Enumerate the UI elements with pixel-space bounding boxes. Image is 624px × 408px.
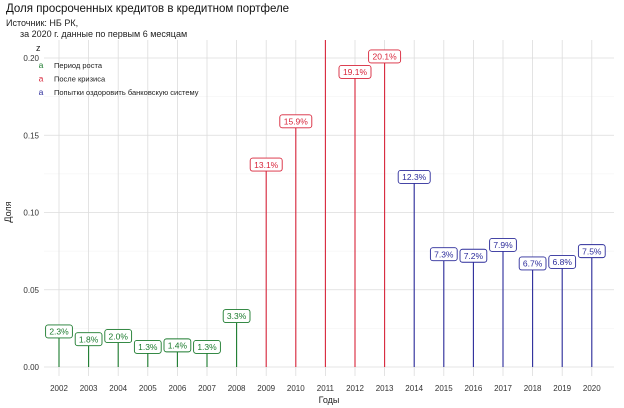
data-label-2005: 1.3% xyxy=(133,339,162,354)
x-tick-label: 2016 xyxy=(465,384,483,393)
label-box xyxy=(249,157,283,172)
label-text: 1.3% xyxy=(138,342,158,352)
label-box xyxy=(193,339,221,354)
data-label-2012: 19.1% xyxy=(338,64,372,79)
label-box xyxy=(489,237,517,252)
label-text: 2.0% xyxy=(109,331,129,341)
y-tick-label: 0.05 xyxy=(23,286,39,295)
data-label-2007: 1.3% xyxy=(193,339,221,354)
label-box xyxy=(368,49,402,64)
data-label-2020: 7.5% xyxy=(577,244,606,259)
label-text: 7.3% xyxy=(434,249,454,259)
subtitle-note: за 2020 г. данные по первым 6 месяцам xyxy=(20,29,188,39)
label-text: 1.4% xyxy=(168,341,188,351)
y-tick-label: 0.15 xyxy=(23,131,39,140)
label-box xyxy=(338,64,372,79)
label-text: 3.3% xyxy=(227,311,247,321)
x-tick-label: 2020 xyxy=(583,384,601,393)
data-label-2018: 6.7% xyxy=(518,256,547,271)
label-text: 15.9% xyxy=(284,117,309,127)
label-box xyxy=(429,247,458,262)
x-tick-label: 2006 xyxy=(169,384,187,393)
y-tick-label: 0.20 xyxy=(23,54,39,63)
label-box xyxy=(518,256,547,271)
x-tick-label: 2007 xyxy=(198,384,216,393)
label-text: 7.5% xyxy=(582,246,602,256)
data-label-2008: 3.3% xyxy=(222,309,251,323)
label-text: 6.7% xyxy=(523,259,543,269)
label-box xyxy=(548,254,577,269)
label-text: 19.1% xyxy=(343,67,368,77)
label-box xyxy=(104,329,133,344)
label-text: 2.3% xyxy=(49,327,69,337)
data-label-2013: 20.1% xyxy=(368,49,402,64)
label-box xyxy=(163,338,192,353)
data-label-2014: 12.3% xyxy=(397,170,431,184)
label-box xyxy=(133,339,162,354)
x-tick-label: 2010 xyxy=(287,384,305,393)
label-text: 12.3% xyxy=(402,172,427,182)
legend-item: a Период роста xyxy=(39,60,103,70)
label-box xyxy=(279,114,313,129)
data-labels: 2.3% 1.8% 2.0% 1.3% 1.4% 1.3% 3.3% 13.1% 15.9% 19… xyxy=(45,49,606,354)
data-label-2004: 2.0% xyxy=(104,329,133,344)
label-box xyxy=(222,309,251,323)
legend-item: a Попытки оздоровить банковскую систему xyxy=(39,87,199,97)
data-label-2019: 6.8% xyxy=(548,254,577,269)
x-tick-label: 2014 xyxy=(405,384,423,393)
data-label-2006: 1.4% xyxy=(163,338,192,353)
subtitle-source: Источник: НБ РК, xyxy=(6,18,79,28)
x-tick-label: 2004 xyxy=(109,384,127,393)
chart-title: Доля просроченных кредитов в кредитном п… xyxy=(6,3,290,15)
axes: 0.00 0.05 0.10 0.15 0.20 2002 2003 2004 2005 2006… xyxy=(3,54,601,405)
y-tick-label: 0.00 xyxy=(23,363,39,372)
y-tick-label: 0.10 xyxy=(23,209,39,218)
legend-label: Попытки оздоровить банковскую систему xyxy=(54,88,199,97)
x-tick-label: 2009 xyxy=(257,384,275,393)
x-tick-label: 2012 xyxy=(346,384,364,393)
legend-item: a После кризиса xyxy=(39,74,106,84)
x-tick-label: 2017 xyxy=(494,384,512,393)
data-label-2017: 7.9% xyxy=(489,237,517,252)
data-label-2002: 2.3% xyxy=(45,324,73,339)
label-text: 1.3% xyxy=(197,342,217,352)
legend-label: После кризиса xyxy=(54,75,106,84)
legend-title: z xyxy=(36,43,41,53)
x-tick-label: 2008 xyxy=(228,384,246,393)
x-tick-label: 2005 xyxy=(139,384,157,393)
y-axis-label: Доля xyxy=(3,201,13,222)
label-text: 7.2% xyxy=(464,251,484,261)
x-tick-label: 2011 xyxy=(317,384,335,393)
stems xyxy=(58,40,593,367)
label-text: 1.8% xyxy=(79,334,99,344)
legend-label: Период роста xyxy=(54,61,103,70)
data-label-2010: 15.9% xyxy=(279,114,313,129)
label-box xyxy=(397,170,431,184)
label-text: 7.9% xyxy=(493,240,513,250)
label-text: 13.1% xyxy=(254,160,279,170)
chart-subtitle: Источник: НБ РК, за 2020 г. данные по пе… xyxy=(6,18,187,40)
x-tick-label: 2015 xyxy=(435,384,453,393)
label-box xyxy=(459,248,488,263)
label-text: 6.8% xyxy=(553,257,573,267)
data-label-2016: 7.2% xyxy=(459,248,488,263)
label-box xyxy=(577,244,606,259)
label-box xyxy=(74,332,103,347)
x-tick-label: 2002 xyxy=(50,384,68,393)
label-text: 20.1% xyxy=(373,52,398,62)
label-box xyxy=(45,324,73,339)
data-label-2015: 7.3% xyxy=(429,247,458,262)
x-tick-label: 2018 xyxy=(524,384,542,393)
x-tick-label: 2013 xyxy=(376,384,394,393)
legend-key: a xyxy=(39,74,44,84)
x-axis-label: Годы xyxy=(319,395,340,405)
legend-key: a xyxy=(39,60,44,70)
data-label-2009: 13.1% xyxy=(249,157,283,172)
data-label-2003: 1.8% xyxy=(74,332,103,347)
x-tick-label: 2003 xyxy=(80,384,98,393)
x-tick-label: 2019 xyxy=(553,384,571,393)
legend-key: a xyxy=(39,87,44,97)
